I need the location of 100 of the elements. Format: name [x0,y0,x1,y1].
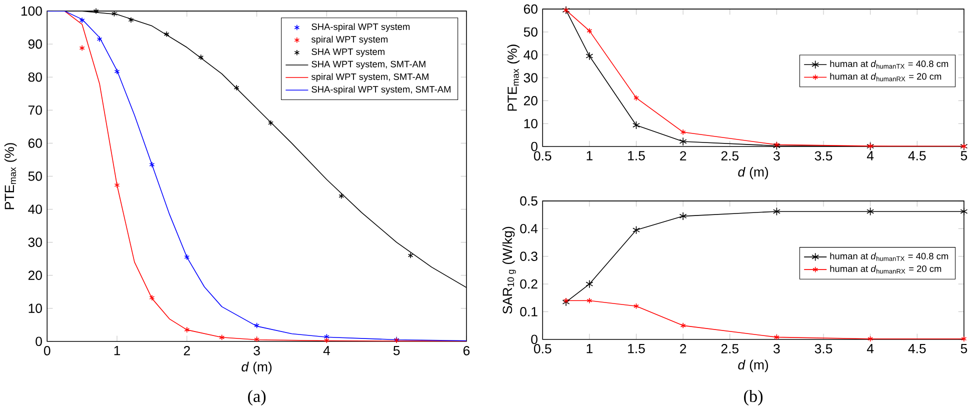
x-tick-label: 0 [44,346,50,356]
y-tick-label: 0.3 [520,252,538,262]
x-tick-label: 5 [960,344,968,354]
x-tick-label: 5 [960,151,968,161]
point [772,207,780,216]
point [632,121,640,130]
x-axis-title: d (m) [738,360,768,372]
x-tick-label: 4 [866,344,874,354]
point [149,294,155,302]
x-tick-label: 4.5 [908,344,926,354]
x-tick-label: 5 [393,346,400,356]
point [164,31,170,38]
x-tick-label: 1.5 [628,344,645,354]
point [93,8,99,14]
x-tick-label: 2.5 [721,344,738,354]
point [679,212,687,221]
x-tick-label: 1 [114,346,120,356]
legend-label: SHA WPT system [312,48,384,58]
x-tick-label: 2 [184,346,190,356]
y-tick-label: 40 [28,204,42,214]
point [634,303,639,310]
legend-label: SHA WPT system, SMT-AM [312,61,426,70]
legend-label: human at d$_{humanRX}$ = 20 cm [830,265,942,274]
point [632,226,640,234]
point [184,254,190,260]
point [234,84,240,91]
point [149,162,155,168]
y-tick-label: 20 [524,96,538,106]
point [680,129,686,136]
point [774,334,780,340]
legend-label: SHA-spiral WPT system [312,23,410,32]
y-tick-label: 40 [524,50,538,60]
y-tick-label: 100 [21,6,42,16]
point [128,17,134,24]
y-tick-label: 50 [524,28,538,37]
y-tick-label: 10 [28,304,42,314]
line-series [47,11,466,342]
x-tick-label: 3 [254,346,260,356]
x-tick-label: 1 [586,151,592,160]
y-axis-title: PTE$_{max}$ (%) [507,44,520,111]
legend-label: SHA-spiral WPT system, SMT-AM [312,86,450,95]
y-tick-label: 0.4 [520,224,538,234]
x-tick-label: 6 [463,346,470,356]
y-tick-label: 10 [524,119,538,128]
point [324,334,330,340]
point [268,120,274,126]
y-tick-label: 0 [36,336,42,346]
point [634,95,639,102]
point [198,54,204,61]
y-tick-label: 30 [524,73,538,83]
x-tick-label: 3 [774,151,780,161]
point [586,280,594,288]
point [114,182,120,188]
y-tick-label: 80 [28,72,42,82]
y-tick-label: 0.1 [520,307,538,317]
legend-label: human at d$_{humanRX}$ = 20 cm [830,73,942,82]
x-tick-label: 3.5 [814,344,832,354]
x-tick-label: 3 [774,344,780,354]
x-tick-label: 2 [680,344,686,354]
legend-label: spiral WPT system, SMT-AM [311,73,428,82]
x-tick-label: 4.5 [908,151,926,161]
legend-label: human at d$_{humanTX}$ = 40.8 cm [830,252,948,262]
y-tick-label: 50 [28,172,42,182]
point [960,207,968,216]
y-axis-title: SAR$_{10 g}$ (W/kg) [502,227,516,314]
point [586,298,592,304]
x-tick-label: 4 [323,346,330,356]
point [679,137,687,146]
point [114,68,120,75]
y-tick-label: 0.2 [520,280,538,289]
y-tick-label: 0.5 [520,196,538,206]
y-tick-label: 90 [28,40,42,49]
y-axis-title: PTE$_{max}$ (%) [4,143,17,210]
point [866,207,874,216]
x-tick-label: 4 [866,151,874,160]
text: (a) [248,390,266,406]
y-tick-label: 60 [524,4,538,14]
point [338,193,344,200]
x-tick-label: 3.5 [814,151,832,161]
point [408,252,414,259]
point [96,36,102,42]
point [680,322,686,329]
x-tick-label: 2.5 [721,151,738,161]
y-tick-label: 20 [28,270,42,280]
point [586,52,594,60]
legend-label: human at d$_{humanTX}$ = 40.8 cm [830,60,948,69]
x-tick-label: 2 [680,151,686,161]
x-tick-label: 1.5 [628,151,645,161]
y-tick-label: 60 [28,138,42,148]
y-tick-label: 70 [28,106,42,116]
text: (b) [744,390,763,406]
x-axis-title: d (m) [242,362,272,374]
point [774,142,780,148]
point [772,142,780,150]
point [79,45,85,52]
legend-label: spiral WPT system [311,36,388,45]
y-tick-label: 30 [28,238,42,248]
point [184,326,190,334]
x-axis-title: d (m) [738,167,768,180]
point [254,322,260,329]
